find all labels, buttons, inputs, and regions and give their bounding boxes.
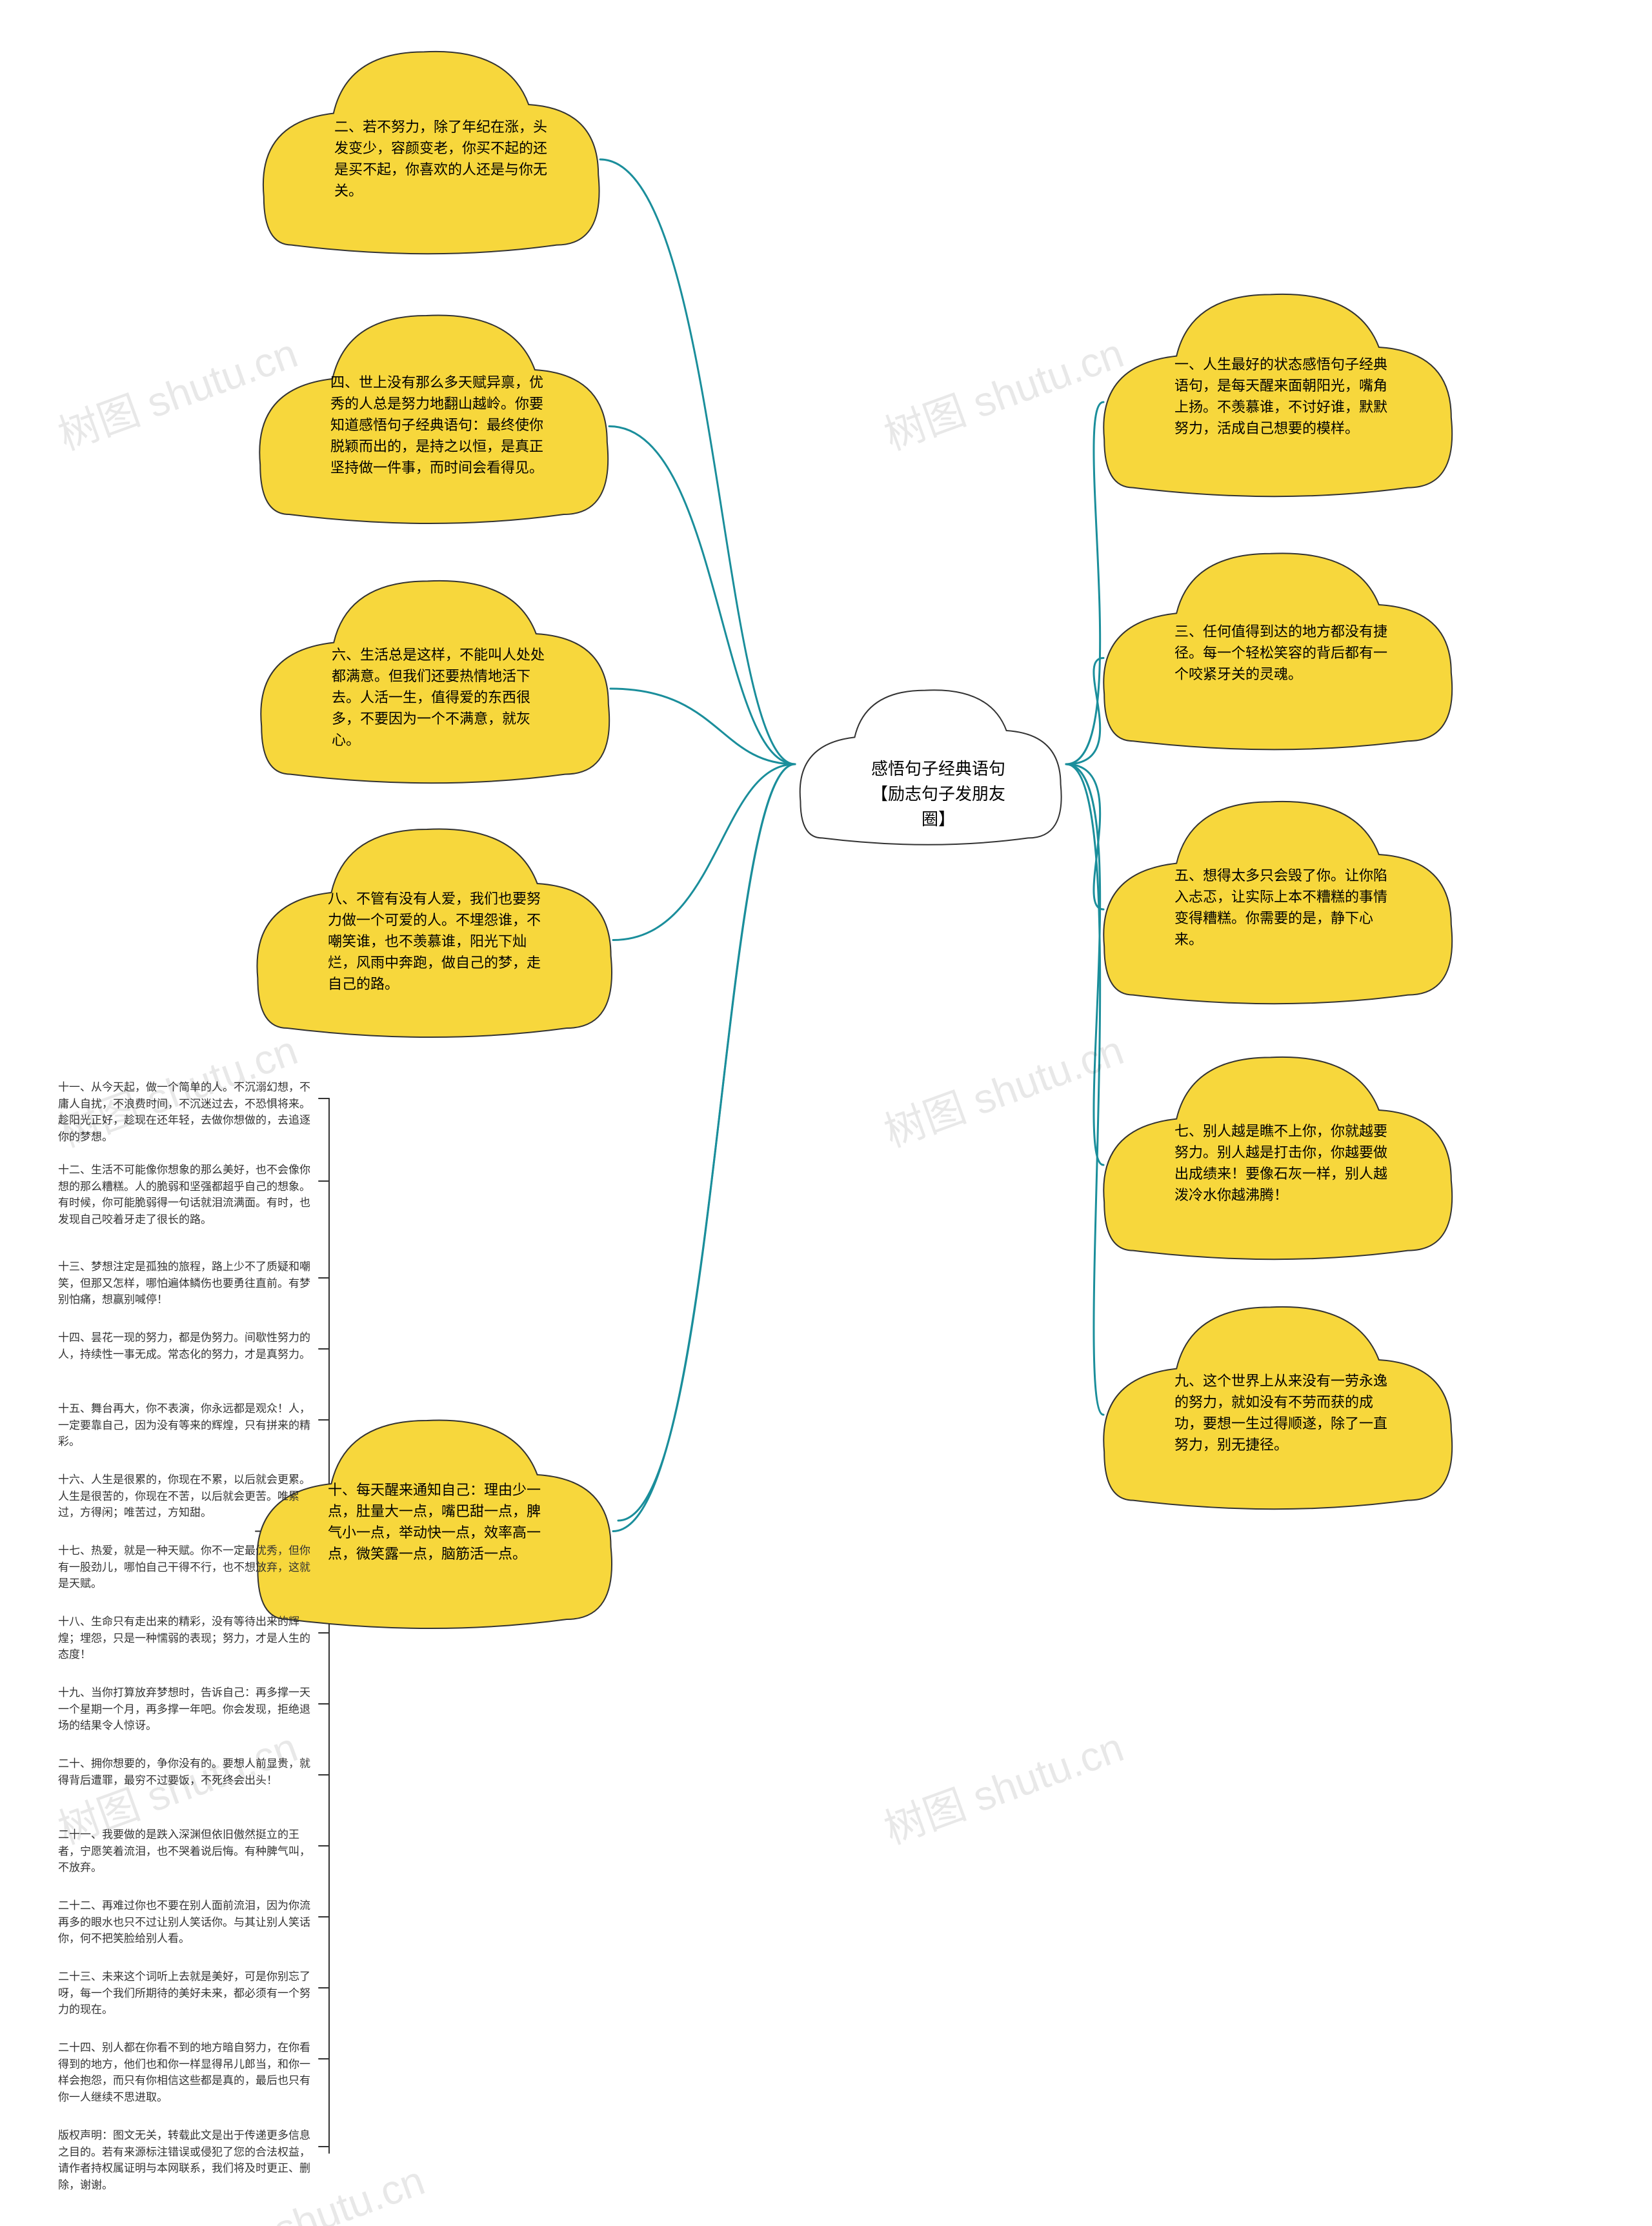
cloud-node-R1: 一、人生最好的状态感悟句子经典语句，是每天醒来面朝阳光，嘴角上扬。不羡慕谁，不讨… [1097,281,1458,501]
text-item: 二十一、我要做的是跌入深渊但依旧傲然挺立的王者，宁愿笑着流泪，也不哭着说后悔。有… [58,1826,316,1876]
cloud-node-L2: 二、若不努力，除了年纪在涨，头发变少，容颜变老，你买不起的还是买不起，你喜欢的人… [257,39,605,258]
cloud-node-R3: 三、任何值得到达的地方都没有捷径。每一个轻松笑容的背后都有一个咬紧牙关的灵魂。 [1097,541,1458,754]
text-item: 十八、生命只有走出来的精彩，没有等待出来的辉煌；埋怨，只是一种懦弱的表现；努力，… [58,1614,316,1663]
text-item: 二十、拥你想要的，争你没有的。要想人前显贵，就得背后遭罪，最穷不过要饭，不死终会… [58,1756,316,1788]
text-item: 十七、热爱，就是一种天赋。你不一定最优秀，但你有一股劲儿，哪怕自己干得不行，也不… [58,1543,316,1592]
watermark: 树图 shutu.cn [875,320,1131,461]
text-item: 二十四、别人都在你看不到的地方暗自努力，在你看得到的地方，他们也和你一样显得吊儿… [58,2039,316,2105]
cloud-label: 十、每天醒来通知自己：理由少一点，肚量大一点，嘴巴甜一点，脾气小一点，举动快一点… [328,1479,547,1564]
cloud-node-R5: 五、想得太多只会毁了你。让你陷入忐忑，让实际上本不糟糕的事情变得糟糕。你需要的是… [1097,789,1458,1008]
cloud-label: 九、这个世界上从来没有一劳永逸的努力，就如没有不劳而获的成功，要想一生过得顺遂，… [1174,1370,1394,1455]
text-item: 十四、昙花一现的努力，都是伪努力。间歇性努力的人，持续性一事无成。常态化的努力，… [58,1330,316,1362]
mindmap-stage: 感悟句子经典语句【励志句子发朋友圈】 二、若不努力，除了年纪在涨，头发变少，容颜变… [0,0,1652,2226]
text-item: 版权声明：图文无关，转载此文是出于传递更多信息之目的。若有来源标注错误或侵犯了您… [58,2127,316,2193]
cloud-label: 一、人生最好的状态感悟句子经典语句，是每天醒来面朝阳光，嘴角上扬。不羡慕谁，不讨… [1174,354,1394,439]
text-item: 十二、生活不可能像你想象的那么美好，也不会像你想的那么糟糕。人的脆弱和坚强都超乎… [58,1162,316,1228]
text-item: 十六、人生是很累的，你现在不累，以后就会更累。人生是很苦的，你现在不苦，以后就会… [58,1472,316,1521]
center-label: 感悟句子经典语句【励志句子发朋友圈】 [865,756,1012,832]
cloud-label: 六、生活总是这样，不能叫人处处都满意。但我们还要热情地活下去。人活一生，值得爱的… [332,644,551,751]
cloud-node-R9: 九、这个世界上从来没有一劳永逸的努力，就如没有不劳而获的成功，要想一生过得顺遂，… [1097,1294,1458,1513]
cloud-node-L6: 六、生活总是这样，不能叫人处处都满意。但我们还要热情地活下去。人活一生，值得爱的… [254,568,616,787]
text-item: 十三、梦想注定是孤独的旅程，路上少不了质疑和嘲笑，但那又怎样，哪怕遍体鳞伤也要勇… [58,1259,316,1308]
cloud-label: 七、别人越是瞧不上你，你就越要努力。别人越是打击你，你越要做出成绩来！要像石灰一… [1174,1120,1394,1206]
text-item: 十九、当你打算放弃梦想时，告诉自己：再多撑一天一个星期一个月，再多撑一年吧。你会… [58,1685,316,1734]
watermark: 树图 shutu.cn [875,1714,1131,1856]
text-item: 十五、舞台再大，你不表演，你永远都是观众！人，一定要靠自己，因为没有等来的辉煌，… [58,1401,316,1450]
cloud-label: 三、任何值得到达的地方都没有捷径。每一个轻松笑容的背后都有一个咬紧牙关的灵魂。 [1174,621,1394,685]
cloud-label: 八、不管有没有人爱，我们也要努力做一个可爱的人。不埋怨谁，不嘲笑谁，也不羡慕谁，… [328,888,554,995]
cloud-label: 四、世上没有那么多天赋异禀，优秀的人总是努力地翻山越岭。你要知道感悟句子经典语句… [330,372,550,478]
text-item: 十一、从今天起，做一个简单的人。不沉溺幻想，不庸人自扰，不浪费时间，不沉迷过去，… [58,1079,316,1145]
text-item: 二十三、未来这个词听上去就是美好，可是你别忘了呀，每一个我们所期待的美好未来，都… [58,1968,316,2018]
center-node: 感悟句子经典语句【励志句子发朋友圈】 [795,680,1066,848]
watermark: 树图 shutu.cn [875,1017,1131,1159]
cloud-node-L8: 八、不管有没有人爱，我们也要努力做一个可爱的人。不埋怨谁，不嘲笑谁，也不羡慕谁，… [250,816,618,1042]
cloud-node-R7: 七、别人越是瞧不上你，你就越要努力。别人越是打击你，你越要做出成绩来！要像石灰一… [1097,1044,1458,1264]
text-item: 二十二、再难过你也不要在别人面前流泪，因为你流再多的眼水也只不过让别人笑话你。与… [58,1897,316,1947]
cloud-label: 五、想得太多只会毁了你。让你陷入忐忑，让实际上本不糟糕的事情变得糟糕。你需要的是… [1174,865,1394,950]
cloud-node-L4: 四、世上没有那么多天赋异禀，优秀的人总是努力地翻山越岭。你要知道感悟句子经典语句… [253,302,614,528]
cloud-label: 二、若不努力，除了年纪在涨，头发变少，容颜变老，你买不起的还是买不起，你喜欢的人… [334,116,547,201]
